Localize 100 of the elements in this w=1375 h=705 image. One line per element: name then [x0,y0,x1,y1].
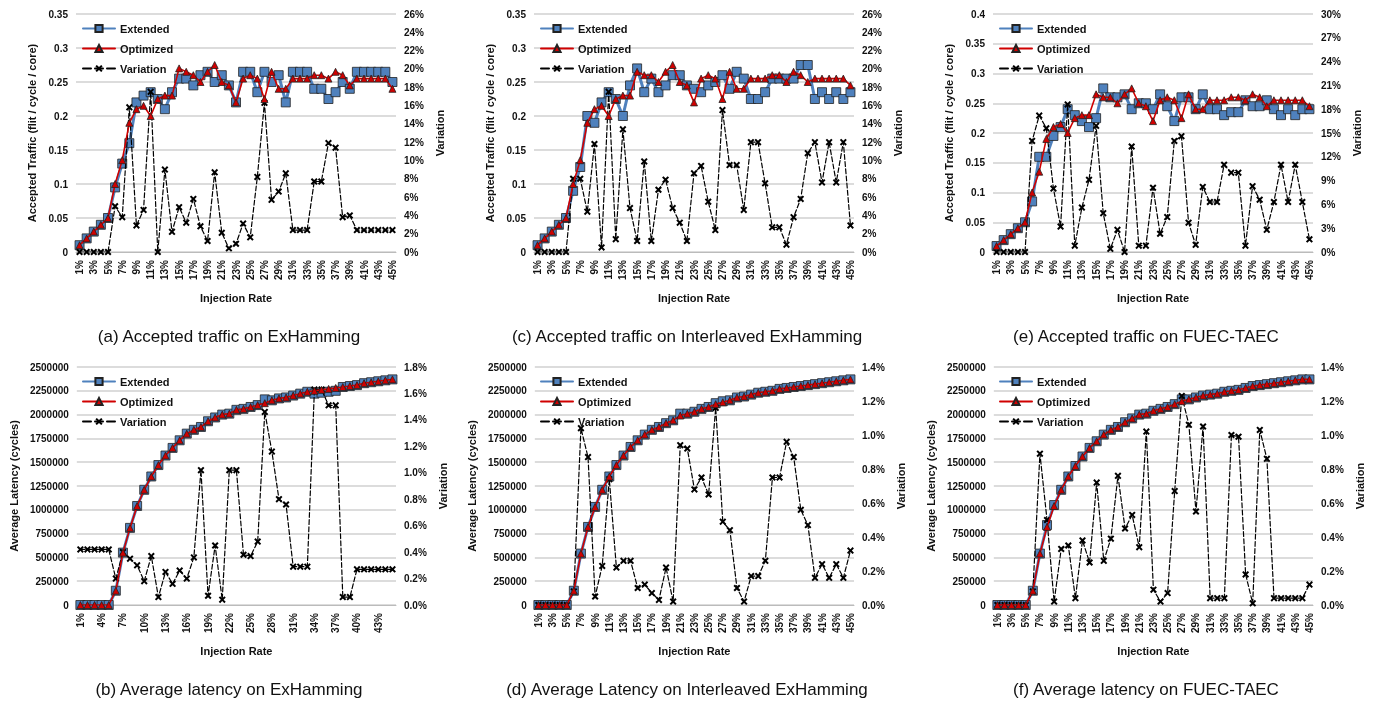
x-tick-label: 1% [74,612,86,627]
x-tick-label: 1% [532,259,544,275]
x-tick-label: 5% [561,612,573,627]
x-tick-label: 41% [358,259,370,281]
y2-tick-label: 26% [862,8,883,20]
y2-tick-label: 16% [862,100,883,112]
y2-tick-label: 0.0% [1320,599,1344,610]
y-tick-label: 0.15 [965,157,986,169]
x-tick-label: 4% [96,612,108,627]
legend-label: Extended [1036,22,1087,35]
y-tick-label: 0 [62,246,69,258]
y2-axis-title: Variation [895,461,908,509]
y-tick-label: 250000 [952,575,986,587]
x-tick-label: 13% [1076,612,1088,633]
legend-label: Variation [120,62,167,75]
y-tick-label: 1250000 [29,480,70,491]
x-tick-label: 15% [631,259,643,281]
x-tick-label: 43% [372,612,384,633]
y2-tick-label: 6% [862,191,877,203]
x-tick-label: 19% [660,612,672,633]
x-tick-label: 39% [1260,259,1272,281]
y2-tick-label: 22% [862,45,883,57]
x-tick-label: 13% [618,612,630,633]
text: (b) Average latency on ExHamming [95,679,363,699]
x-tick-label: 29% [1190,612,1202,633]
x-tick-label: 39% [802,612,814,633]
y-tick-label: 2250000 [488,384,528,396]
x-tick-label: 11% [145,259,157,280]
x-tick-label: 45% [1303,259,1315,281]
x-axis-title: Injection Rate [1116,644,1190,656]
y-tick-label: 0.2 [970,127,986,139]
y2-tick-label: 16% [404,100,425,112]
text: (f) Average latency on FUEC-TAEC [1012,679,1279,699]
y2-tick-label: 0.8% [862,463,886,474]
y2-tick-label: 8% [862,173,877,185]
y-tick-label: 0 [520,246,527,258]
x-tick-label: 25% [244,259,256,281]
x-tick-label: 9% [589,612,601,627]
y-tick-label: 1000000 [946,503,986,515]
y2-tick-label: 1.6% [404,387,427,399]
y2-tick-label: 8% [404,173,419,185]
x-tick-label: 17% [1104,259,1116,281]
x-tick-label: 29% [731,259,743,281]
text: (e) Accepted traffic on FUEC-TAEC [1012,327,1279,346]
x-tick-label: 1% [533,612,545,627]
legend-label: Variation [1036,62,1084,75]
x-tick-label: 11% [604,612,616,632]
y2-axis-title: Variation [892,109,905,157]
y2-tick-label: 10% [404,154,425,166]
x-tick-label: 19% [202,259,214,281]
y-axis-title: Average Latency (cycles) [924,419,937,552]
y2-tick-label: 0% [404,246,419,258]
x-axis-title: Injection Rate [200,644,273,656]
y2-tick-label: 1.0% [862,429,886,440]
y2-tick-label: 1.4% [1320,361,1344,372]
x-tick-label: 13% [159,259,171,281]
x-tick-label: 33% [1218,259,1230,281]
x-tick-label: 3% [547,612,559,627]
y2-tick-label: 1.2% [862,395,886,406]
x-tick-label: 3% [88,259,100,275]
legend-label: Optimized [120,42,174,55]
x-tick-label: 21% [1132,259,1144,281]
y-tick-label: 2500000 [29,361,70,372]
x-tick-label: 35% [774,612,786,633]
x-tick-label: 15% [632,612,644,633]
x-tick-label: 43% [1289,612,1301,633]
x-tick-label: 45% [845,612,857,633]
y2-tick-label: 12% [404,136,425,148]
x-tick-label: 25% [1161,612,1173,633]
y-tick-label: 0.1 [54,178,69,190]
text: (c) Accepted traffic on Interleaved ExHamming [512,327,863,346]
y-tick-label: 2250000 [946,384,986,396]
y2-tick-label: 1.4% [404,413,427,425]
x-tick-label: 5% [1019,612,1031,627]
x-tick-label: 29% [1189,259,1201,281]
x-axis-title: Injection Rate [1116,291,1189,304]
y-tick-label: 0.3 [54,42,69,54]
y2-tick-label: 1.4% [862,361,886,372]
x-tick-label: 41% [1275,612,1287,633]
x-tick-label: 31% [745,612,757,633]
y2-tick-label: 4% [404,209,419,221]
x-tick-label: 25% [245,612,257,633]
y2-tick-label: 22% [404,45,425,57]
x-tick-label: 37% [330,612,342,633]
y2-axis-title: Variation [434,109,447,157]
x-tick-label: 27% [717,259,729,281]
x-tick-label: 33% [760,612,772,633]
y-tick-label: 2250000 [29,384,70,396]
y-tick-label: 500000 [952,551,986,563]
x-tick-label: 5% [102,259,114,275]
y-tick-label: 750000 [493,527,528,539]
y-tick-label: 500000 [493,551,528,563]
x-tick-label: 7% [116,259,128,275]
y-tick-label: 1250000 [488,480,528,491]
x-tick-label: 31% [1204,612,1216,633]
x-tick-label: 39% [802,259,814,281]
x-tick-label: 31% [745,259,757,281]
y-tick-label: 750000 [952,527,986,539]
y2-tick-label: 0.8% [404,493,427,505]
y2-tick-label: 1.0% [404,466,427,478]
